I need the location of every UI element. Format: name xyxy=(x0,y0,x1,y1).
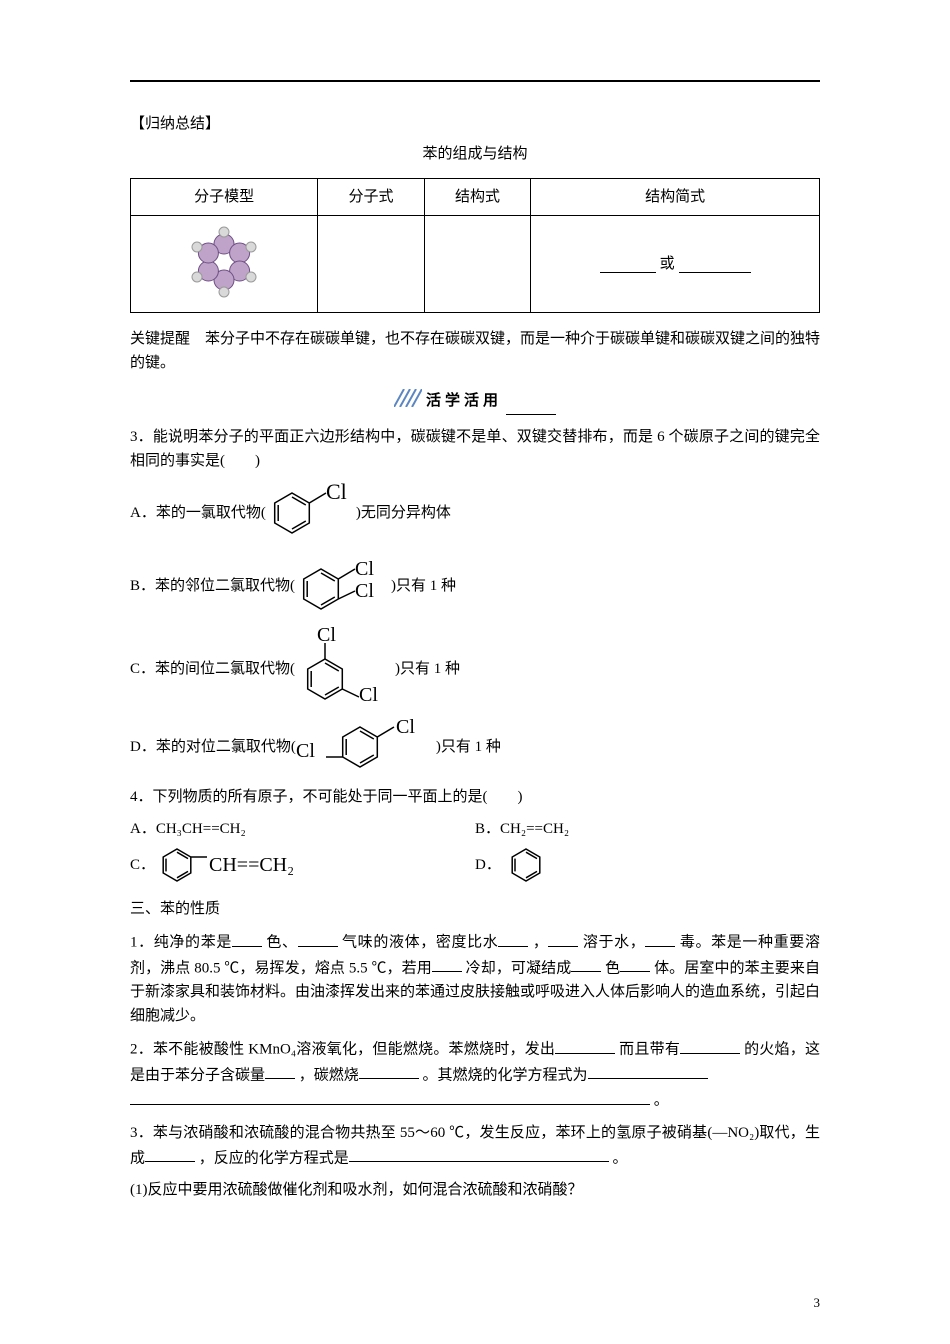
svg-text:Cl: Cl xyxy=(355,580,374,602)
q3-b-pre: B．苯的邻位二氯取代物( xyxy=(130,574,295,598)
benzene-ortho-cl-icon: Cl Cl xyxy=(295,551,391,621)
q4-stem: 4．下列物质的所有原子，不可能处于同一平面上的是( ) xyxy=(130,785,820,809)
col-model: 分子模型 xyxy=(131,179,318,216)
col-formula: 分子式 xyxy=(318,179,425,216)
col-structure: 结构式 xyxy=(424,179,531,216)
q3-stem: 3．能说明苯分子的平面正六边形结构中，碳碳键不是单、双键交替排布，而是 6 个碳… xyxy=(130,425,820,473)
page-number: 3 xyxy=(814,1293,821,1314)
q3-a-post: )无同分异构体 xyxy=(356,501,451,525)
p2e: 。其燃烧的化学方程式为 xyxy=(423,1067,588,1083)
section3-p3: 3．苯与浓硝酸和浓硫酸的混合物共热至 55～60 ℃，发生反应，苯环上的氢原子被… xyxy=(130,1121,820,1171)
q3-a-pre: A．苯的一氯取代物( xyxy=(130,501,266,525)
q3-option-a: A．苯的一氯取代物( Cl )无同分异构体 xyxy=(130,481,820,545)
benzene-meta-cl-icon: Cl Cl xyxy=(295,627,395,711)
p1h: 色 xyxy=(605,960,620,976)
svg-text:CH==CH₂: CH==CH₂ xyxy=(209,854,294,876)
activity-underline xyxy=(506,399,556,415)
benzene-cl-icon: Cl xyxy=(266,481,356,545)
q3-b-post: )只有 1 种 xyxy=(391,574,456,598)
q3-c-pre: C．苯的间位二氯取代物( xyxy=(130,657,295,681)
benzene-model-icon xyxy=(178,222,270,298)
svg-text:Cl: Cl xyxy=(355,558,374,580)
p1e: 溶于水， xyxy=(583,935,646,951)
q3-option-d: D．苯的对位二氯取代物( Cl Cl )只有 1 种 xyxy=(130,717,820,777)
formula-cell xyxy=(318,216,425,313)
activity-row: 活学活用 xyxy=(130,389,820,415)
section3-p2: 2．苯不能被酸性 KMnO₄溶液氧化，但能燃烧。苯燃烧时，发出 而且带有 的火焰… xyxy=(130,1036,820,1113)
key-note: 关键提醒 苯分子中不存在碳碳单键，也不存在碳碳双键，而是一种介于碳碳单键和碳碳双… xyxy=(130,327,820,375)
svg-text:Cl: Cl xyxy=(396,717,415,738)
q3-c-post: )只有 1 种 xyxy=(395,657,460,681)
benzene-para-cl-icon: Cl Cl xyxy=(296,717,436,777)
p1g: 冷却，可凝结成 xyxy=(466,960,572,976)
q4-a: A．CH₃CH==CH₂ xyxy=(130,817,475,841)
q4-c-pre: C． xyxy=(130,853,155,877)
structure-cell xyxy=(424,216,531,313)
p1d: ， xyxy=(533,935,549,951)
q3-option-c: C．苯的间位二氯取代物( Cl Cl )只有 1 种 xyxy=(130,627,820,711)
section3-p1: 1．纯净的苯是 色、 气味的液体，密度比水 ， 溶于水， 毒。苯是一种重要溶剂，… xyxy=(130,929,820,1028)
svg-text:Cl: Cl xyxy=(296,740,315,762)
q3-option-b: B．苯的邻位二氯取代物( Cl Cl )只有 1 种 xyxy=(130,551,820,621)
q4-b: B．CH₂==CH₂ xyxy=(475,817,820,841)
p2-eq-line xyxy=(130,1087,650,1105)
col-simplified: 结构简式 xyxy=(531,179,820,216)
p3c: 。 xyxy=(613,1150,628,1166)
hatch-icon xyxy=(394,389,422,415)
center-title: 苯的组成与结构 xyxy=(130,142,820,166)
q3-d-post: )只有 1 种 xyxy=(436,735,501,759)
p1b: 色、 xyxy=(266,935,297,951)
simplified-cell: 或 xyxy=(531,216,820,313)
p1a: 1．纯净的苯是 xyxy=(130,935,232,951)
p2b: 而且带有 xyxy=(619,1042,680,1058)
q4-row2: C． CH==CH₂ D． xyxy=(130,841,820,889)
p2a: 2．苯不能被酸性 KMnO₄溶液氧化，但能燃烧。苯燃烧时，发出 xyxy=(130,1042,555,1058)
table-row: 或 xyxy=(131,216,820,313)
activity-label: 活学活用 xyxy=(426,389,502,413)
q4-d-pre: D． xyxy=(475,853,501,877)
summary-label: 【归纳总结】 xyxy=(130,112,820,136)
q3-d-pre: D．苯的对位二氯取代物( xyxy=(130,735,296,759)
q4-row1: A．CH₃CH==CH₂ B．CH₂==CH₂ xyxy=(130,817,820,841)
p1c: 气味的液体，密度比水 xyxy=(342,935,498,951)
svg-text:Cl: Cl xyxy=(359,684,378,706)
svg-text:Cl: Cl xyxy=(326,481,347,504)
svg-text:Cl: Cl xyxy=(317,627,336,646)
or-label: 或 xyxy=(660,252,675,276)
section3-sub1: (1)反应中要用浓硫酸做催化剂和吸水剂，如何混合浓硫酸和浓硝酸？ xyxy=(130,1178,820,1202)
table-row: 分子模型 分子式 结构式 结构简式 xyxy=(131,179,820,216)
p3b: ，反应的化学方程式是 xyxy=(199,1150,349,1166)
top-rule xyxy=(130,80,820,82)
styrene-icon: CH==CH₂ xyxy=(155,841,335,889)
benzene-icon xyxy=(501,843,551,887)
p2f: 。 xyxy=(654,1093,669,1109)
structure-table: 分子模型 分子式 结构式 结构简式 xyxy=(130,178,820,313)
section3-title: 三、苯的性质 xyxy=(130,897,820,921)
p2d: ，碳燃烧 xyxy=(299,1067,359,1083)
model-cell xyxy=(131,216,318,313)
